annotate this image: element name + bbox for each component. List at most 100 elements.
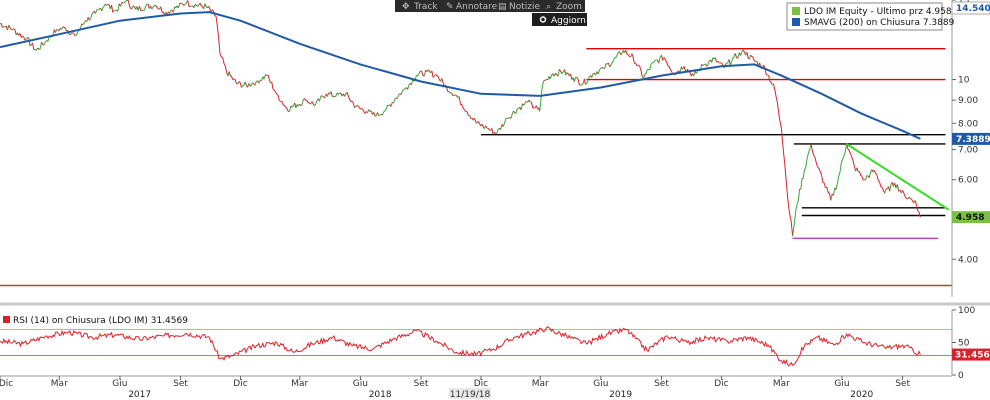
price-segment-up bbox=[338, 92, 341, 95]
price-segment-up bbox=[263, 74, 266, 80]
legend-sma-entry: SMAVG (200) on Chiusura 7.3889 bbox=[804, 18, 955, 28]
x-tick-label: Dic bbox=[714, 379, 728, 389]
toolbar-background bbox=[395, 0, 585, 12]
sma-200-line bbox=[0, 11, 921, 140]
price-segment-up bbox=[604, 63, 607, 69]
price-segment-up bbox=[141, 9, 144, 12]
price-segment-down bbox=[856, 167, 859, 172]
refresh-button[interactable]: Aggiorn bbox=[532, 13, 587, 26]
price-segment-down bbox=[773, 83, 794, 237]
price-segment-down bbox=[138, 5, 143, 12]
price-segment-down bbox=[763, 64, 768, 76]
price-segment-up bbox=[729, 53, 736, 65]
price-segment-up bbox=[447, 90, 450, 93]
price-segment-down bbox=[155, 5, 160, 10]
price-segment-down bbox=[248, 83, 251, 87]
price-segment-up bbox=[502, 117, 510, 127]
price-segment-up bbox=[95, 7, 101, 14]
price-segment-up bbox=[523, 101, 527, 106]
price-segment-up bbox=[711, 57, 714, 63]
annotate-button[interactable]: ✎ Annotare bbox=[446, 2, 498, 12]
price-segment-down bbox=[41, 41, 45, 46]
price-segment-up bbox=[423, 69, 427, 77]
price-segment-down bbox=[420, 70, 425, 77]
price-segment-down bbox=[187, 0, 191, 8]
rsi-tick-label: 100 bbox=[958, 306, 975, 316]
price-segment-down bbox=[663, 57, 674, 75]
price-segment-down bbox=[728, 59, 731, 65]
x-tick-label: Set bbox=[173, 379, 188, 389]
price-segment-down bbox=[528, 99, 531, 103]
price-segment-down bbox=[435, 74, 441, 82]
price-segment-up bbox=[24, 36, 29, 41]
x-year-label: 2020 bbox=[850, 390, 873, 400]
price-segment-down bbox=[661, 55, 664, 61]
x-tick-label: Dic bbox=[233, 379, 247, 389]
price-segment-up bbox=[865, 175, 869, 181]
price-segment-down bbox=[487, 127, 491, 131]
price-segment-down bbox=[619, 51, 622, 55]
price-segment-down bbox=[570, 73, 573, 80]
price-segment-down bbox=[376, 112, 380, 116]
price-segment-up bbox=[539, 80, 545, 112]
price-segment-up bbox=[520, 103, 523, 111]
zoom-button[interactable]: ⌕ Zoom bbox=[546, 2, 582, 12]
price-segment-down bbox=[454, 94, 459, 98]
price-segment-up bbox=[38, 42, 42, 50]
price-segment-down bbox=[339, 92, 343, 97]
x-year-label: 2018 bbox=[369, 390, 392, 400]
price-segment-up bbox=[151, 4, 156, 10]
price-segment-down bbox=[631, 53, 638, 67]
price-segment-down bbox=[194, 3, 198, 7]
price-segment-up bbox=[643, 59, 658, 78]
x-tick-label: Mar bbox=[532, 379, 549, 389]
price-segment-down bbox=[566, 72, 570, 77]
price-segment-down bbox=[265, 74, 268, 77]
price-segment-up bbox=[54, 29, 58, 33]
price-segment-up bbox=[254, 80, 258, 86]
price-segment-down bbox=[27, 36, 31, 46]
price-segment-down bbox=[717, 61, 720, 64]
annotate-icon: ✎ bbox=[446, 2, 454, 12]
price-segment-down bbox=[147, 3, 150, 9]
price-segment-up bbox=[249, 82, 254, 87]
price-segment-up bbox=[580, 78, 585, 86]
price-segment-down bbox=[914, 200, 921, 218]
price-segment-down bbox=[873, 170, 886, 194]
rsi-line bbox=[0, 326, 921, 367]
price-segment-up bbox=[288, 105, 292, 113]
price-segment-up bbox=[597, 67, 603, 75]
x-tick-label: Dic bbox=[474, 379, 488, 389]
legend-price-entry: LDO IM Equity - Ultimo prz 4.958 bbox=[804, 7, 952, 17]
y-tick-label: 6.00 bbox=[958, 176, 978, 186]
rsi-legend: RSI (14) on Chiusura (LDO IM) 31.4569 bbox=[3, 316, 188, 326]
x-tick-label: Giu bbox=[112, 379, 127, 389]
rsi-legend-text: RSI (14) on Chiusura (LDO IM) 31.4569 bbox=[13, 316, 188, 326]
trendline bbox=[846, 143, 950, 211]
price-segment-up bbox=[830, 193, 833, 201]
price-segment-up bbox=[193, 4, 196, 9]
price-segment-up bbox=[748, 55, 752, 60]
price-segment-down bbox=[281, 101, 289, 113]
x-year-label: 2019 bbox=[609, 390, 632, 400]
zoom-icon: ⌕ bbox=[546, 2, 551, 12]
y-tick-label: 10 bbox=[958, 76, 970, 86]
price-segment-up bbox=[862, 179, 865, 181]
price-segment-up bbox=[241, 81, 246, 88]
price-segment-down bbox=[395, 97, 398, 99]
price-segment-up bbox=[61, 26, 64, 30]
price-segment-up bbox=[390, 102, 393, 107]
price-segment-down bbox=[121, 1, 124, 4]
price-segment-down bbox=[252, 82, 256, 86]
news-button[interactable]: ▤ Notizie bbox=[498, 2, 540, 12]
price-segment-down bbox=[701, 64, 704, 66]
x-tick-label: Dic bbox=[0, 379, 13, 389]
track-button[interactable]: ✥ Track bbox=[402, 2, 438, 12]
x-tick-label: Giu bbox=[834, 379, 849, 389]
price-segment-down bbox=[271, 82, 282, 103]
price-segment-down bbox=[896, 184, 900, 192]
price-segment-down bbox=[535, 105, 539, 110]
high-badge: 14.5409 bbox=[951, 1, 990, 15]
price-segment-up bbox=[510, 110, 514, 119]
crosshair-date-label: 11/19/18 bbox=[449, 388, 491, 400]
